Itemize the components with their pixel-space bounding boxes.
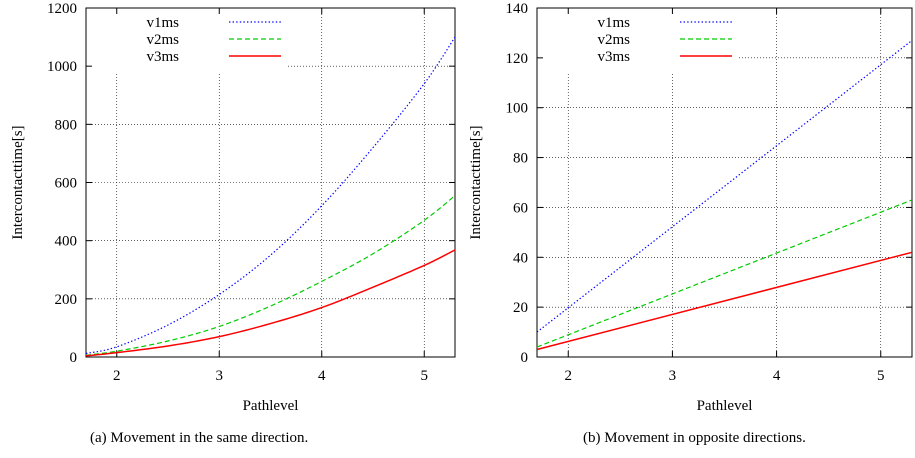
series-line-v1ms: [85, 36, 456, 355]
y-tick-label: 1000: [47, 59, 77, 75]
y-tick-label: 200: [55, 292, 78, 308]
y-tick-label: 40: [513, 250, 528, 266]
x-tick-label: 2: [565, 368, 573, 384]
plot-frame: [536, 7, 913, 358]
y-tick-label: 1200: [47, 1, 77, 17]
y-axis-label: Intercontacttime[s]: [468, 125, 484, 239]
y-tick-label: 600: [55, 176, 78, 192]
y-tick-label: 80: [513, 151, 528, 167]
series-line-v3ms: [85, 249, 456, 357]
x-tick-label: 3: [669, 368, 677, 384]
caption-a: (a) Movement in the same direction.: [90, 430, 309, 446]
legend-label: v3ms: [146, 49, 179, 65]
y-tick-label: 0: [70, 350, 78, 366]
y-tick-label: 140: [506, 1, 529, 17]
caption-b: (b) Movement in opposite directions.: [583, 430, 806, 446]
legend-label: v2ms: [146, 32, 179, 48]
x-axis-label: Pathlevel: [697, 398, 753, 414]
y-tick-label: 20: [513, 300, 528, 316]
y-tick-label: 0: [521, 350, 529, 366]
x-tick-label: 4: [773, 368, 781, 384]
y-tick-label: 60: [513, 200, 528, 216]
y-tick-label: 120: [506, 51, 529, 67]
axes-layer: 2 3 4 5 0 200 400 600 800 1000 1200: [47, 1, 456, 384]
series-layer: [536, 39, 913, 351]
y-tick-label: 800: [55, 117, 78, 133]
grid-layer: [86, 8, 455, 357]
legend-label: v3ms: [597, 49, 630, 65]
plot-frame: [85, 7, 456, 358]
series-line-v2ms: [536, 199, 913, 348]
grid-layer: [537, 8, 912, 357]
series-layer: [85, 36, 456, 357]
y-tick-label: 100: [506, 101, 529, 117]
legend-label: v2ms: [597, 32, 630, 48]
series-line-v3ms: [536, 251, 913, 351]
x-tick-label: 5: [421, 368, 429, 384]
x-tick-label: 4: [318, 368, 326, 384]
y-axis-label: Intercontacttime[s]: [10, 125, 26, 239]
x-axis-label: Pathlevel: [243, 398, 299, 414]
x-tick-label: 5: [877, 368, 885, 384]
legend-label: v1ms: [146, 15, 179, 31]
x-tick-label: 2: [113, 368, 121, 384]
axes-layer: 2 3 4 5 0 20 40 60 80 100 120 140: [506, 1, 913, 384]
series-line-v1ms: [536, 39, 913, 333]
y-tick-label: 400: [55, 234, 78, 250]
legend-label: v1ms: [597, 15, 630, 31]
x-tick-label: 3: [216, 368, 224, 384]
